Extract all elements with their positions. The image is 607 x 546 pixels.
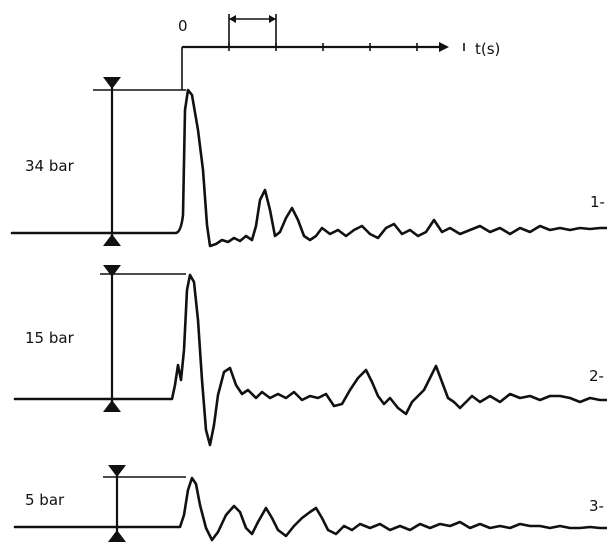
trace-1-scale-bar [103, 77, 121, 246]
trace-2-scale-bar [103, 265, 121, 412]
trace-2: 15 bar 2- [13, 265, 607, 447]
time-unit-label: t(s) [475, 40, 500, 58]
trace-1: 34 bar 1- [10, 77, 607, 248]
trace-3-scale-bar [108, 465, 126, 542]
trace-1-waveform [10, 88, 607, 248]
trace-2-label: 2- [589, 367, 604, 385]
trace-1-peak-label: 34 bar [25, 157, 75, 175]
interval-bracket [228, 14, 277, 47]
trace-3: 5 bar 3- [13, 465, 607, 542]
trace-3-waveform [13, 476, 607, 542]
time-origin-label: 0 [178, 17, 188, 35]
trace-2-waveform [13, 273, 607, 447]
trace-3-peak-label: 5 bar [25, 491, 65, 509]
trace-3-label: 3- [589, 497, 604, 515]
trace-2-peak-label: 15 bar [25, 329, 75, 347]
trace-1-label: 1- [590, 193, 605, 211]
time-axis: 0 t(s) [178, 14, 500, 90]
